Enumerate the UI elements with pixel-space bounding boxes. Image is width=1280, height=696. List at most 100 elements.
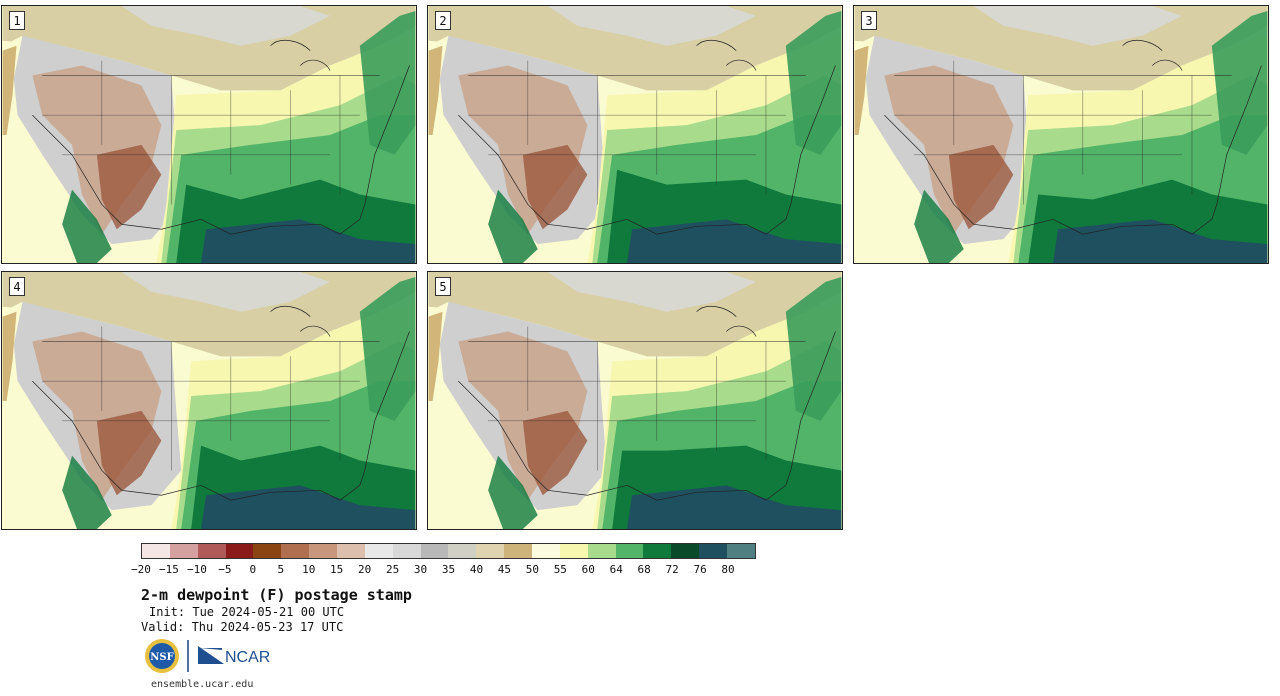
colorbar-segment (615, 544, 644, 558)
map-panel-4: 4 (1, 271, 417, 530)
gulf-region (1053, 219, 1268, 263)
gray-region (121, 272, 331, 312)
pacific-region (2, 301, 112, 529)
gray-region (121, 6, 331, 46)
colorbar-segment (337, 544, 365, 558)
ncar-logo-text: NCAR (225, 649, 270, 666)
pacific-region (854, 35, 964, 263)
colorbar-segment (364, 544, 393, 558)
pacific-region (428, 301, 538, 529)
colorbar-segment (225, 544, 254, 558)
colorbar-tick-label: 50 (525, 563, 539, 576)
gulf-region (201, 219, 416, 263)
pacific-region (2, 35, 112, 263)
very-dry-region (522, 144, 588, 230)
gray-region (547, 6, 757, 46)
colorbar-tick-label: 15 (330, 563, 344, 576)
nsf-logo-text: NSF (150, 652, 173, 663)
colorbar-segment (253, 544, 282, 558)
panel-label: 4 (9, 277, 25, 296)
coastline (458, 331, 836, 501)
panel-label: 3 (861, 11, 877, 30)
great-lakes (696, 305, 757, 337)
very-dry-region (522, 410, 588, 496)
coast-region (2, 311, 17, 401)
logos: NSF NCAR (144, 638, 284, 674)
mexico-coast-region (914, 189, 964, 263)
colorbar-segment (142, 544, 170, 558)
coast-region (854, 45, 869, 135)
colorbar-segment (197, 544, 226, 558)
colorbar-segment (420, 544, 449, 558)
colorbar-segment (699, 544, 728, 558)
valid-time: Valid: Thu 2024-05-23 17 UTC (141, 620, 344, 634)
colorbar (141, 543, 756, 559)
state-lines (953, 60, 1193, 205)
colorbar-tick-label: 40 (469, 563, 484, 576)
colorbar-tick-label: 80 (721, 563, 735, 576)
very-dry-region (96, 144, 162, 230)
canada-region (428, 272, 842, 357)
colorbar-tick-label: 72 (665, 563, 679, 576)
great-lakes (1122, 39, 1183, 71)
coastline (884, 65, 1262, 235)
state-lines (42, 114, 360, 156)
pacific-region (428, 35, 538, 263)
colorbar-tick-label: 45 (497, 563, 512, 576)
colorbar-tick-label: −5 (218, 563, 232, 576)
dewpoint-map (428, 272, 842, 529)
colorbar-segment (504, 544, 533, 558)
colorbar-segment (587, 544, 616, 558)
site-url: ensemble.ucar.edu (151, 679, 254, 690)
coast-region (428, 45, 443, 135)
colorbar-segment (671, 544, 700, 558)
gulf-region (627, 219, 842, 263)
colorbar-tick-label: −15 (159, 563, 179, 576)
init-time: Init: Tue 2024-05-21 00 UTC (149, 605, 345, 619)
ncar-logo: NCAR (198, 646, 270, 666)
colorbar-tick-label: 76 (693, 563, 707, 576)
map-panel-5: 5 (427, 271, 843, 530)
colorbar-segment (559, 544, 588, 558)
state-lines (101, 326, 341, 471)
colorbar-segment (169, 544, 198, 558)
great-lakes (270, 305, 331, 337)
colorbar-ticks: −20 −15 −10 −5 0 5 10 15 20 25 30 35 40 45 50 55 60 64 68 7… (0, 563, 800, 577)
state-lines (527, 60, 767, 205)
coastline (32, 331, 410, 501)
atlantic-region (1211, 10, 1268, 155)
colorbar-tick-label: 20 (358, 563, 372, 576)
canada-region (2, 272, 416, 357)
mexico-coast-region (488, 455, 538, 529)
colorbar-segment (643, 544, 672, 558)
nsf-logo: NSF (145, 639, 179, 673)
colorbar-tick-label: −20 (131, 563, 151, 576)
great-lakes (270, 39, 331, 71)
colorbar-tick-label: 35 (441, 563, 456, 576)
state-lines (894, 114, 1212, 156)
plot-title: 2-m dewpoint (F) postage stamp (141, 586, 412, 604)
state-lines (101, 60, 341, 205)
gray-region (973, 6, 1183, 46)
colorbar-tick-label: 64 (609, 563, 623, 576)
colorbar-tick-label: 60 (581, 563, 595, 576)
colorbar-tick-label: 68 (637, 563, 651, 576)
great-lakes (696, 39, 757, 71)
coast-region (2, 45, 17, 135)
coastline (458, 65, 836, 235)
canada-region (428, 6, 842, 91)
atlantic-region (359, 10, 416, 155)
panel-label: 2 (435, 11, 451, 30)
gulf-region (627, 485, 842, 529)
map-panel-2: 2 (427, 5, 843, 264)
colorbar-tick-label: 0 (249, 563, 257, 576)
colorbar-segment (727, 544, 755, 558)
map-panel-1: 1 (1, 5, 417, 264)
dewpoint-map (854, 6, 1268, 263)
colorbar-tick-label: 25 (385, 563, 400, 576)
canada-region (854, 6, 1268, 91)
colorbar-tick-label: 55 (553, 563, 567, 576)
state-lines (468, 380, 786, 422)
state-lines (468, 114, 786, 156)
atlantic-region (359, 276, 416, 421)
